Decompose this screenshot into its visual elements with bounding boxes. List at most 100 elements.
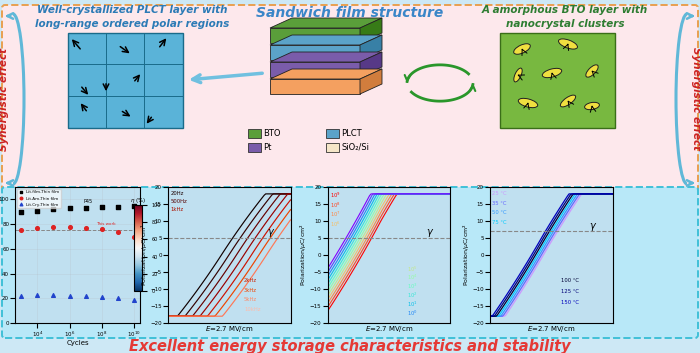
Text: $10^1$: $10^1$: [407, 300, 418, 309]
Point: [97, 226, 108, 232]
Point: [113, 229, 124, 234]
Point: [80, 205, 92, 211]
Bar: [68, 33, 183, 128]
Point: [97, 294, 108, 300]
Text: $10^4$: $10^4$: [407, 273, 418, 282]
Text: $10^5$: $10^5$: [407, 264, 418, 274]
Polygon shape: [360, 52, 382, 77]
Text: $10^9$: $10^9$: [330, 191, 341, 201]
Ellipse shape: [514, 68, 522, 82]
Polygon shape: [360, 35, 382, 60]
Text: Synergistic effect: Synergistic effect: [691, 47, 700, 151]
Ellipse shape: [561, 95, 575, 107]
Text: 500Hz: 500Hz: [171, 199, 187, 204]
Polygon shape: [270, 69, 382, 79]
Text: PLCT: PLCT: [341, 128, 362, 138]
Text: 20Hz: 20Hz: [171, 191, 184, 196]
Text: $\gamma$: $\gamma$: [267, 227, 275, 239]
FancyBboxPatch shape: [2, 187, 698, 338]
X-axis label: $E$=2.7 MV/cm: $E$=2.7 MV/cm: [365, 324, 413, 334]
Text: $\gamma$: $\gamma$: [426, 227, 435, 239]
Point: [32, 208, 43, 213]
Polygon shape: [270, 18, 382, 28]
Bar: [270, 62, 360, 77]
Point: [15, 209, 27, 215]
Y-axis label: Polarization/$\mu$C/cm²: Polarization/$\mu$C/cm²: [298, 224, 308, 286]
Point: [15, 227, 27, 233]
Bar: [326, 129, 339, 138]
Ellipse shape: [559, 39, 578, 49]
Text: 2kHz: 2kHz: [244, 278, 257, 283]
Text: This work: This work: [97, 222, 116, 226]
Bar: [500, 33, 615, 128]
Point: [113, 295, 124, 301]
Text: $10^6$: $10^6$: [330, 220, 341, 229]
Point: [64, 293, 75, 299]
Bar: [248, 143, 261, 152]
Bar: [270, 45, 360, 60]
Point: [97, 204, 108, 210]
Polygon shape: [270, 52, 382, 62]
FancyBboxPatch shape: [2, 5, 698, 191]
Point: [129, 297, 140, 302]
X-axis label: $E$=2.7 MV/cm: $E$=2.7 MV/cm: [527, 324, 575, 334]
Text: 10kHz: 10kHz: [244, 307, 260, 312]
Text: Well-crystallized PLCT layer with
long-range ordered polar regions: Well-crystallized PLCT layer with long-r…: [35, 5, 229, 29]
Text: $10^8$: $10^8$: [330, 201, 341, 210]
Text: 125 °C: 125 °C: [561, 289, 579, 294]
Point: [32, 225, 43, 231]
Text: SiO₂/Si: SiO₂/Si: [341, 143, 369, 151]
Text: $10^0$: $10^0$: [407, 309, 418, 318]
Point: [32, 292, 43, 297]
Polygon shape: [360, 18, 382, 43]
Point: [48, 207, 59, 212]
Y-axis label: Polarization/$\mu$C/cm²: Polarization/$\mu$C/cm²: [461, 224, 470, 286]
Point: [15, 293, 27, 299]
Text: BTO: BTO: [263, 128, 281, 138]
Text: 50 °C: 50 °C: [492, 210, 507, 215]
Bar: [270, 28, 360, 43]
X-axis label: $E$=2.7 MV/cm: $E$=2.7 MV/cm: [205, 324, 253, 334]
Text: Pt: Pt: [263, 143, 272, 151]
Polygon shape: [360, 69, 382, 94]
Ellipse shape: [518, 98, 538, 108]
Ellipse shape: [586, 65, 598, 77]
Text: $\gamma$: $\gamma$: [589, 221, 597, 233]
Text: 3kHz: 3kHz: [244, 288, 257, 293]
Title: $\eta$ (%): $\eta$ (%): [130, 196, 146, 205]
Point: [64, 205, 75, 211]
Text: Excellent energy storage characteristics and stability: Excellent energy storage characteristics…: [130, 340, 570, 353]
Point: [129, 203, 140, 208]
Point: [64, 224, 75, 229]
Point: [113, 204, 124, 210]
Bar: [326, 143, 339, 152]
Text: $10^2$: $10^2$: [407, 291, 418, 300]
Text: 75 °C: 75 °C: [492, 220, 507, 225]
Text: 25 °C: 25 °C: [492, 191, 507, 196]
Point: [48, 292, 59, 297]
Text: 35 °C: 35 °C: [492, 201, 507, 206]
Point: [80, 293, 92, 299]
Text: $10^7$: $10^7$: [330, 210, 341, 220]
Text: Sandwich film structure: Sandwich film structure: [256, 6, 444, 20]
Text: 1kHz: 1kHz: [171, 208, 183, 213]
Text: 100 °C: 100 °C: [561, 278, 579, 283]
Text: 5kHz: 5kHz: [244, 297, 257, 302]
Ellipse shape: [514, 44, 531, 54]
Point: [48, 224, 59, 229]
X-axis label: Cycles: Cycles: [66, 340, 89, 346]
Ellipse shape: [584, 102, 599, 110]
Bar: [248, 129, 261, 138]
Y-axis label: Polarization/$\mu$C/cm²: Polarization/$\mu$C/cm²: [139, 224, 148, 286]
Text: Synergistic effect: Synergistic effect: [0, 47, 9, 151]
Polygon shape: [270, 35, 382, 45]
Text: P45: P45: [84, 199, 93, 204]
Text: A amorphous BTO layer with
nanocrystal clusters: A amorphous BTO layer with nanocrystal c…: [482, 5, 648, 29]
Ellipse shape: [542, 68, 561, 78]
Bar: [270, 79, 360, 94]
Text: 150 °C: 150 °C: [561, 300, 579, 305]
Point: [129, 234, 140, 239]
Point: [80, 225, 92, 231]
Text: $10^3$: $10^3$: [407, 282, 418, 291]
Legend: Lit.film-Thin film, Lit.Am-Thin film, Lit.Cry-Thin film: Lit.film-Thin film, Lit.Am-Thin film, Li…: [18, 189, 61, 208]
